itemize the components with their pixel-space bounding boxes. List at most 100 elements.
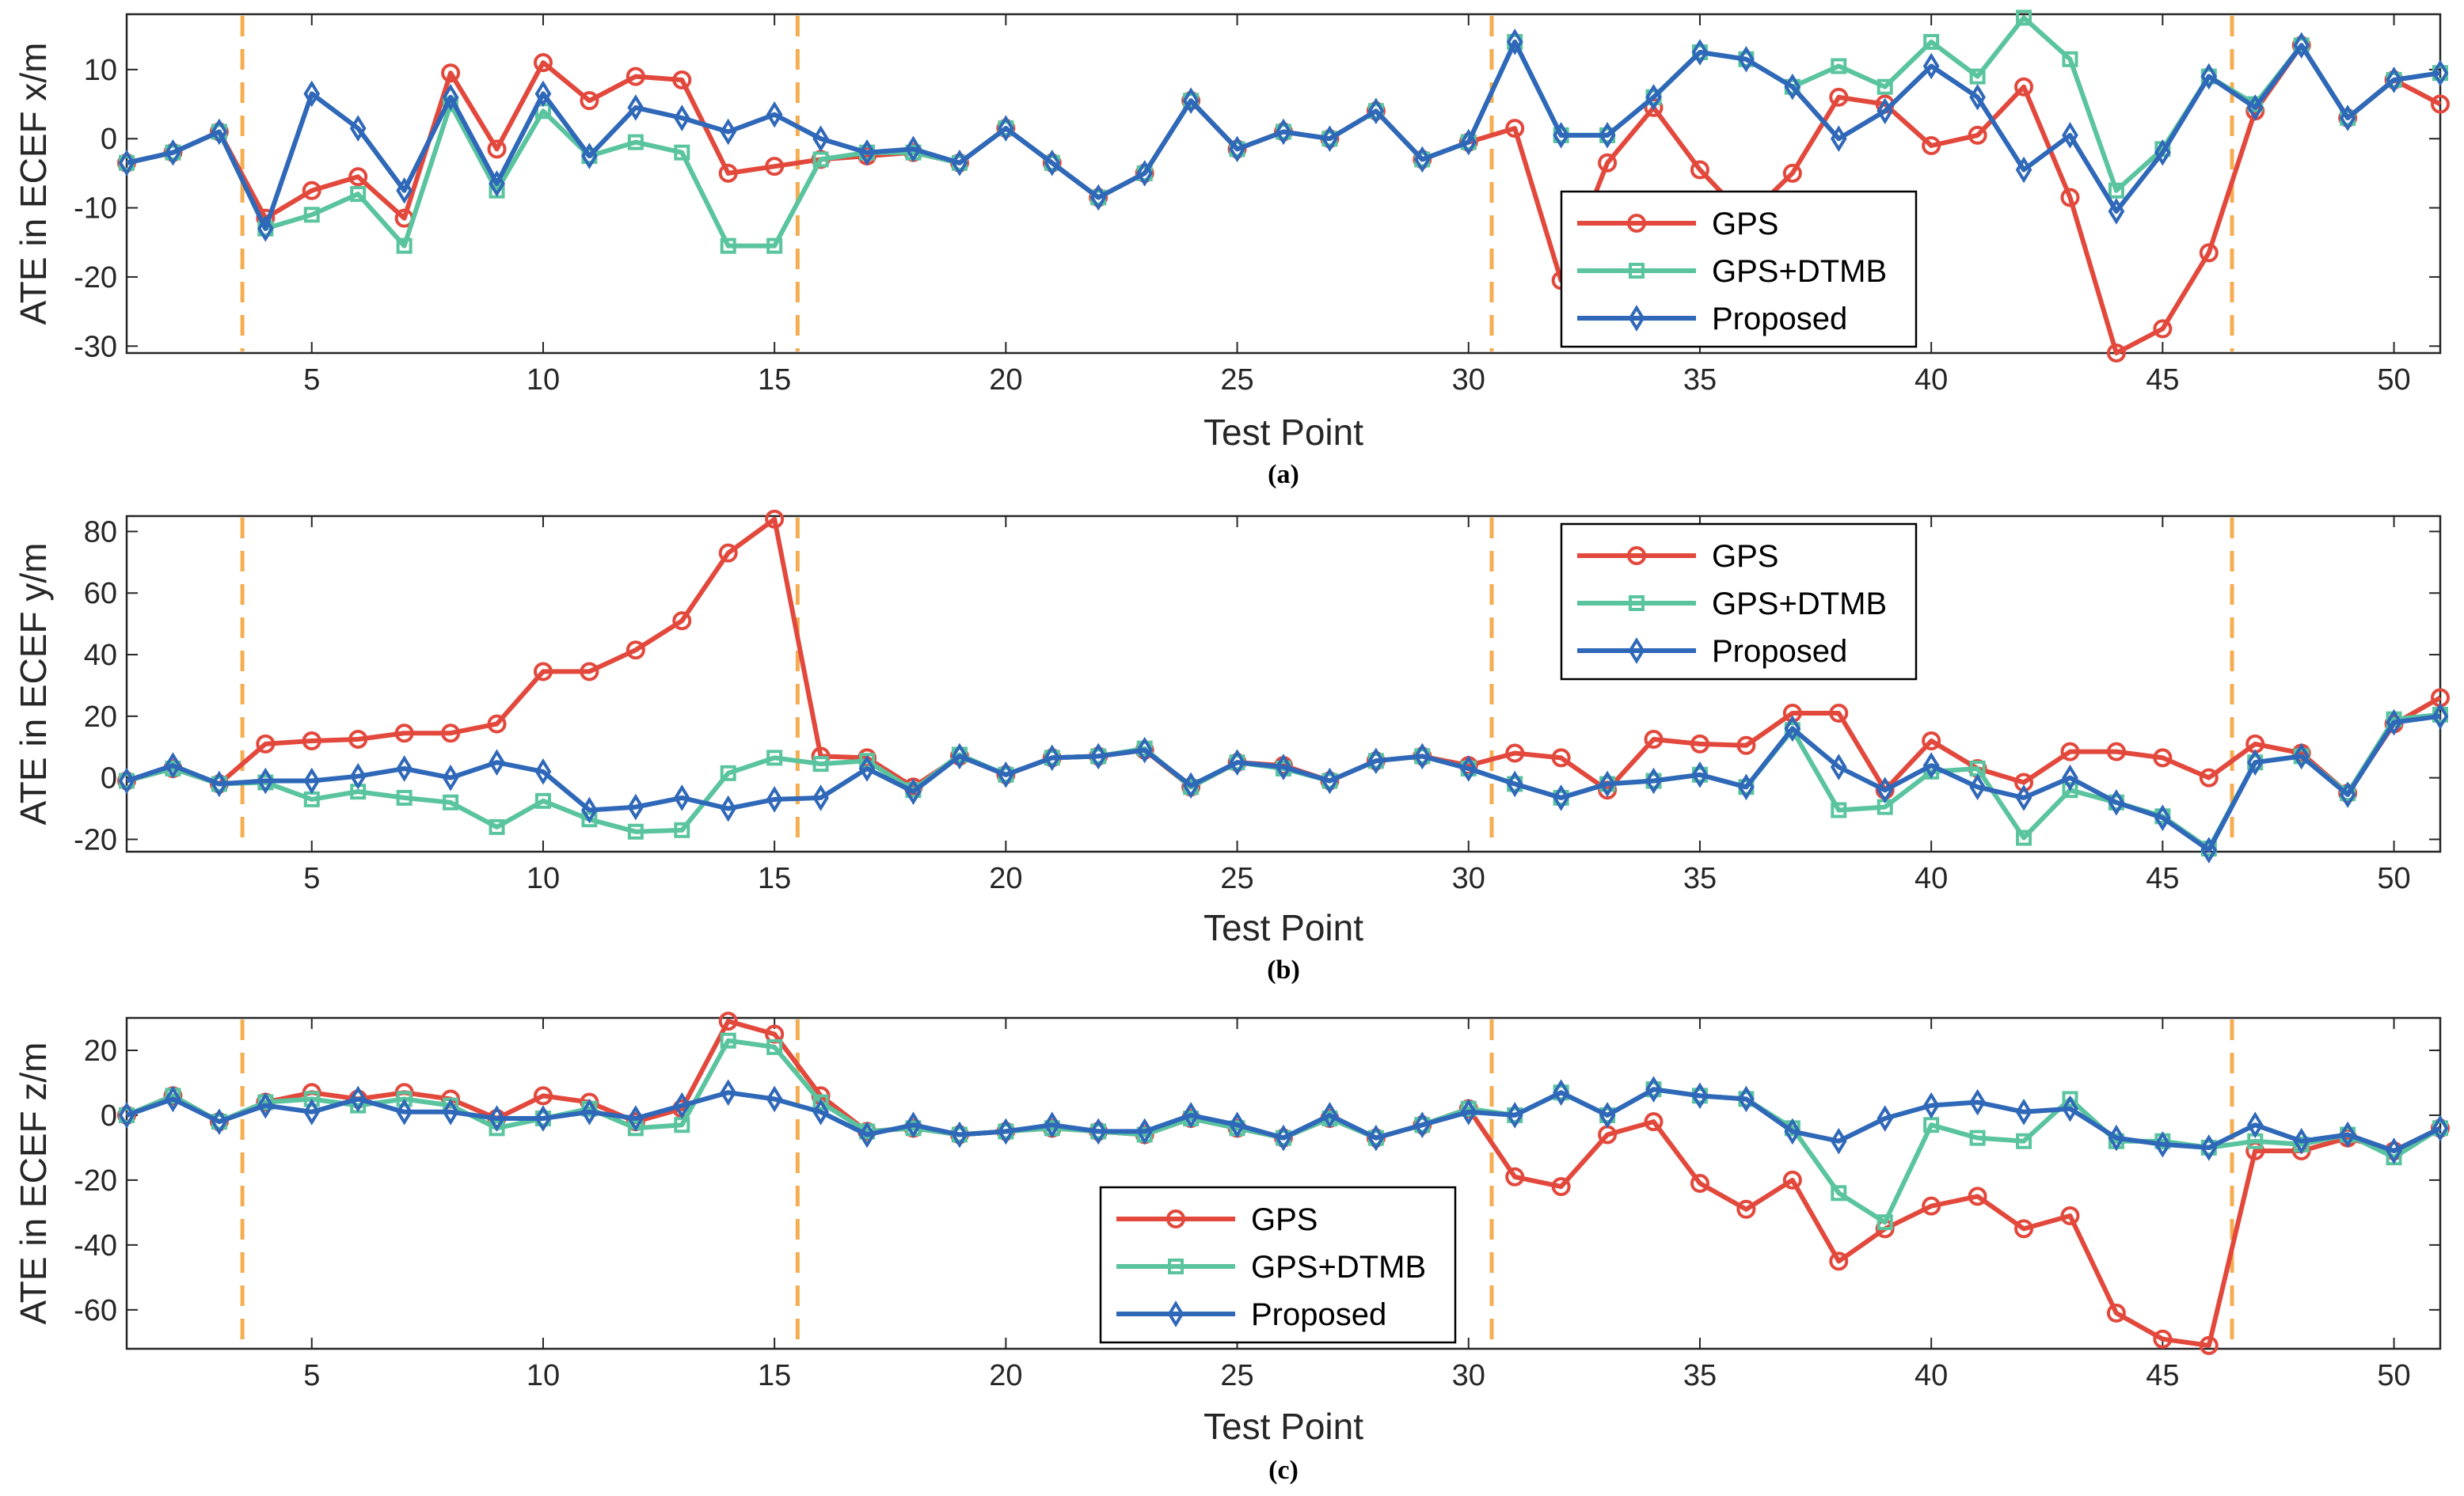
y-tick-label: -30	[74, 330, 117, 363]
legend-marker	[1167, 1300, 1184, 1327]
data-point	[720, 795, 737, 822]
legend-label: GPS+DTMB	[1712, 254, 1887, 289]
data-point	[812, 125, 829, 153]
data-point	[1831, 58, 1847, 74]
data-point	[1969, 773, 1986, 801]
data-point	[2432, 59, 2449, 87]
data-point	[489, 1120, 505, 1137]
data-point	[998, 1118, 1014, 1145]
data-point	[2062, 122, 2078, 149]
data-point	[257, 767, 274, 795]
data-point	[766, 786, 783, 813]
data-point	[1831, 1185, 1847, 1202]
data-point	[1784, 73, 1801, 101]
data-point	[257, 215, 274, 242]
data-point	[396, 177, 413, 204]
data-point	[998, 115, 1014, 142]
y-tick-label: -20	[74, 261, 117, 294]
x-axis-label: Test Point	[1203, 1406, 1363, 1447]
panel-label: (a)	[1268, 460, 1299, 489]
data-point	[581, 142, 598, 169]
legend: GPS GPS+DTMB Proposed	[1560, 190, 1918, 348]
data-point	[812, 1094, 829, 1111]
data-point	[1505, 743, 1525, 763]
data-point	[2154, 1131, 2171, 1158]
data-point	[1506, 28, 1523, 55]
data-point	[1460, 128, 1477, 156]
data-point	[1782, 1170, 1802, 1190]
data-point	[1645, 84, 1662, 111]
data-point	[211, 118, 228, 146]
data-point	[1551, 748, 1571, 768]
data-point	[1968, 1187, 1987, 1206]
data-point	[1551, 1177, 1571, 1197]
data-point	[1784, 1118, 1801, 1145]
data-point	[2108, 788, 2125, 816]
data-point	[211, 1108, 228, 1135]
data-point	[2339, 1121, 2356, 1149]
data-point	[1922, 752, 1940, 779]
x-tick-label: 15	[758, 862, 791, 895]
data-point	[1923, 33, 1940, 50]
data-point	[441, 63, 461, 83]
data-point	[1691, 39, 1709, 66]
data-point	[1968, 125, 1987, 145]
data-point	[348, 167, 368, 187]
data-point	[580, 662, 599, 682]
data-point	[489, 818, 505, 835]
data-point	[211, 770, 228, 798]
data-point	[1367, 97, 1385, 125]
data-point	[2293, 32, 2310, 59]
data-point	[1136, 736, 1154, 764]
data-point	[396, 1091, 413, 1107]
x-tick-label: 25	[1220, 1359, 1253, 1392]
series-line	[126, 713, 2441, 853]
data-point	[673, 1092, 690, 1119]
data-point	[627, 1120, 644, 1137]
data-point	[1229, 749, 1245, 776]
data-point	[2015, 156, 2032, 184]
data-point	[766, 750, 783, 766]
x-tick-label: 35	[1683, 1359, 1717, 1392]
x-tick-label: 10	[527, 1359, 560, 1392]
data-point	[766, 1085, 783, 1113]
data-point	[349, 762, 367, 790]
data-point	[672, 70, 692, 89]
x-tick-label: 20	[989, 1359, 1022, 1392]
data-point	[1736, 735, 1756, 755]
data-point	[2016, 9, 2032, 26]
data-point	[2200, 837, 2218, 864]
data-point	[1089, 184, 1107, 211]
x-tick-label: 25	[1220, 862, 1253, 895]
data-point	[349, 115, 367, 142]
series-line	[126, 1087, 2442, 1153]
x-tick-label: 20	[989, 363, 1022, 397]
x-axis-label: Test Point	[1203, 907, 1363, 948]
y-tick-label: 0	[101, 762, 117, 795]
data-point	[303, 767, 321, 795]
data-point	[302, 180, 321, 200]
data-point	[905, 778, 922, 805]
x-tick-label: 25	[1220, 363, 1253, 397]
data-point	[1877, 776, 1894, 804]
data-point	[2153, 748, 2173, 768]
data-point	[2106, 1303, 2126, 1323]
data-point	[812, 756, 829, 773]
data-point	[674, 144, 690, 161]
chart-panel-1: 5 10 15 20 25 30 35 40 45 50 -30 -20 -10 0 10 Test Poin…	[13, 9, 2450, 489]
legend-label: GPS	[1251, 1202, 1318, 1237]
data-point	[580, 91, 599, 111]
data-point	[765, 509, 785, 529]
data-point	[1969, 84, 1986, 111]
data-point	[812, 151, 829, 168]
data-point	[1830, 125, 1847, 153]
data-point	[1182, 772, 1200, 799]
data-point	[1877, 78, 1893, 95]
y-axis-label: ATE in ECEF y/m	[13, 543, 54, 826]
data-point	[1736, 1199, 1756, 1219]
data-point	[2199, 1335, 2219, 1355]
data-point	[2153, 1329, 2173, 1349]
data-point	[1969, 68, 1986, 85]
y-tick-label: -20	[74, 823, 117, 856]
